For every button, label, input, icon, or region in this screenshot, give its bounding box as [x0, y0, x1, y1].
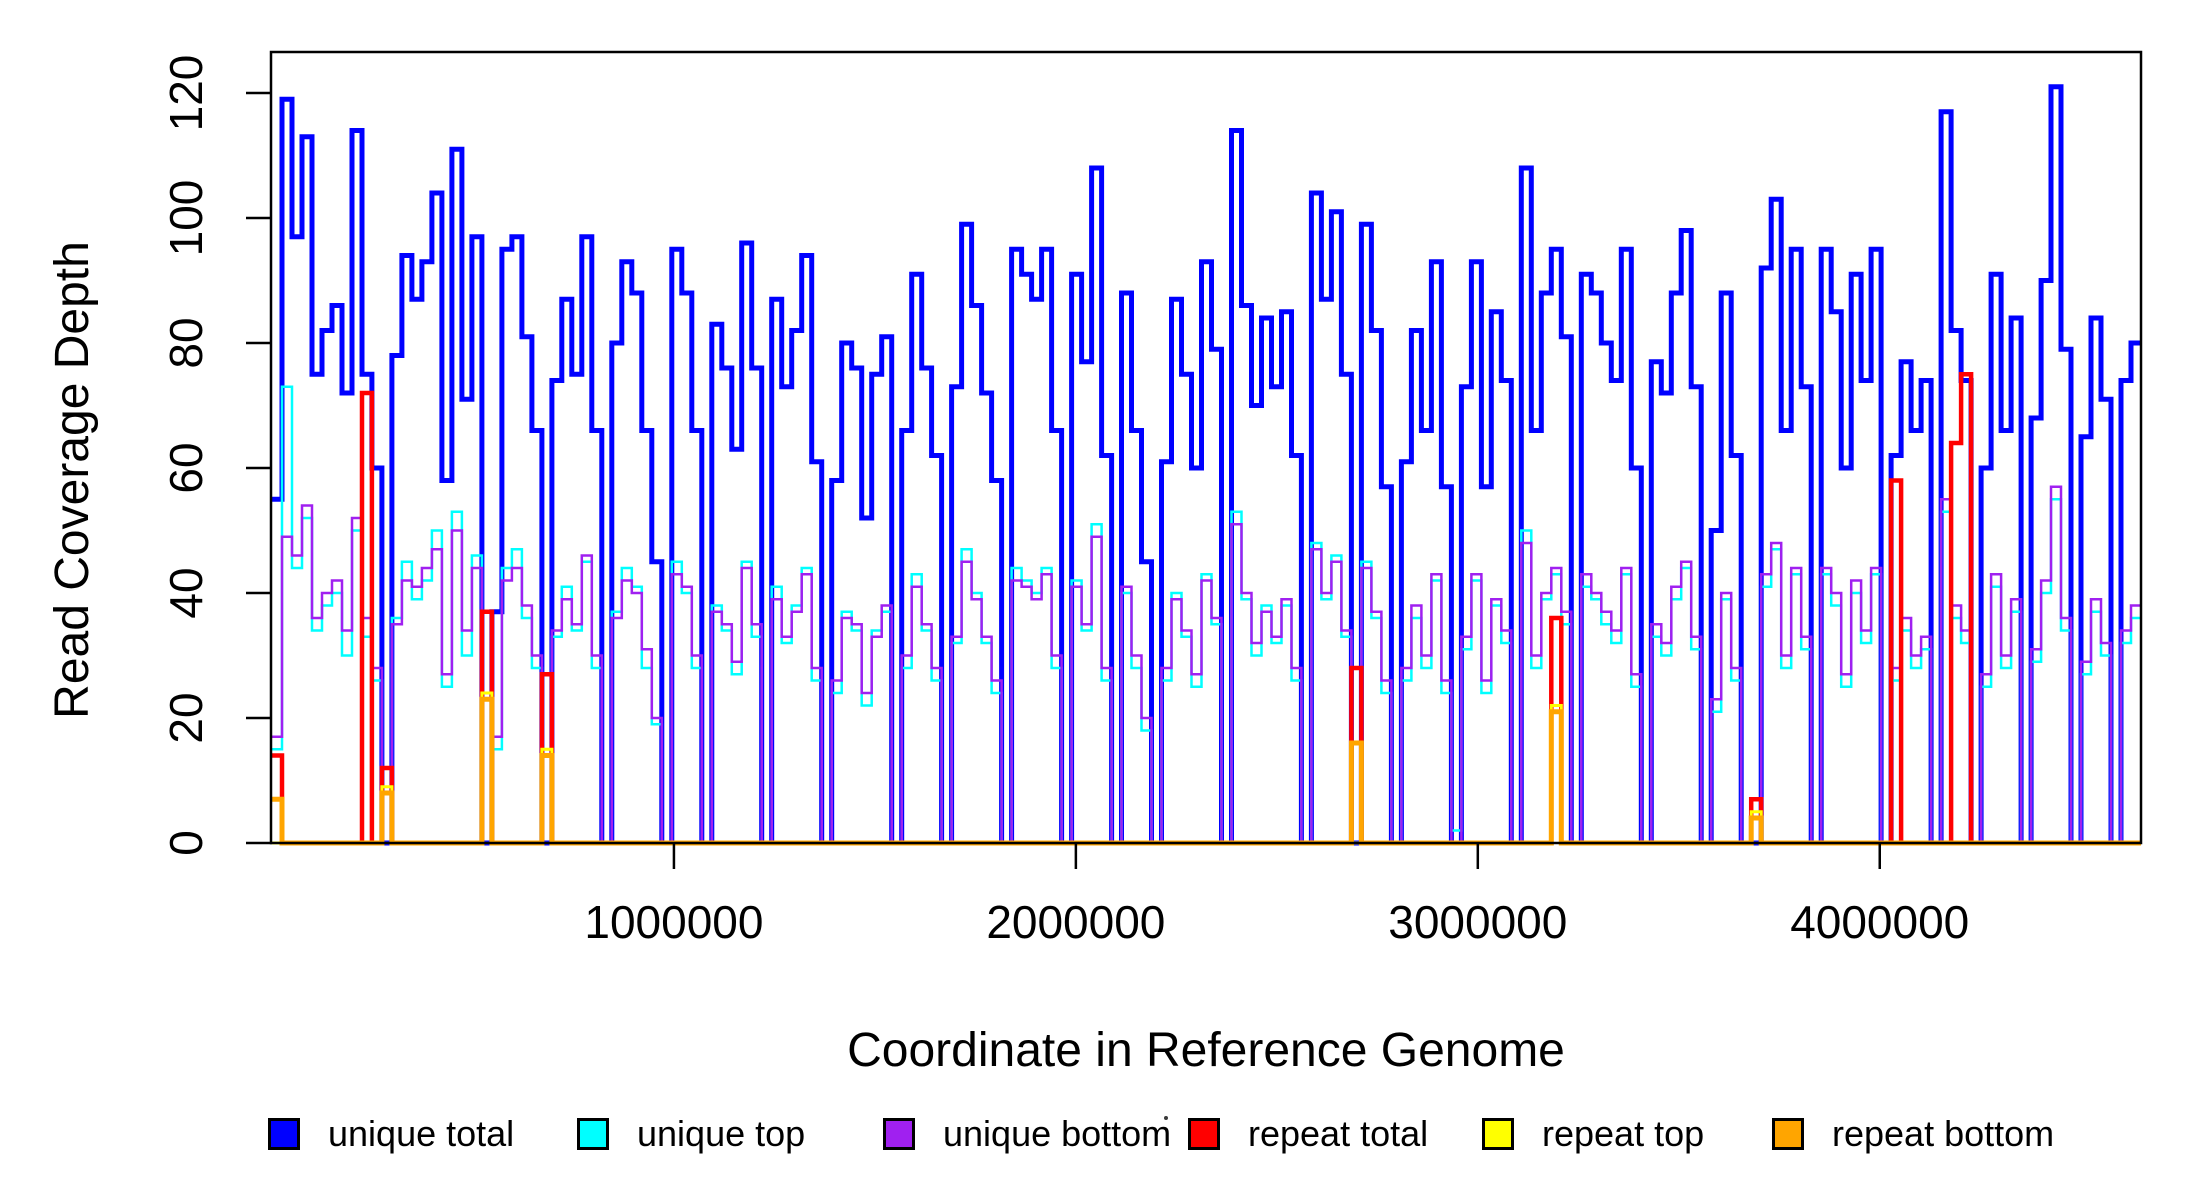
y-axis-ticks: 0 20 40 60 80 100 120 [160, 55, 272, 856]
plot-box [269, 50, 2143, 845]
series-path-unique-total [272, 84, 2141, 846]
x-axis-title: Coordinate in Reference Genome [847, 1024, 1565, 1077]
x-tick-label: 1000000 [584, 896, 763, 948]
series-group [272, 84, 2141, 846]
x-tick-label: 2000000 [986, 896, 1165, 948]
y-axis-title: Read Coverage Depth [46, 241, 99, 719]
y-tick-label: 60 [160, 442, 212, 493]
y-tick-label: 0 [160, 830, 212, 856]
y-tick-label: 120 [160, 55, 212, 132]
y-tick-label: 20 [160, 692, 212, 743]
x-tick-label: 3000000 [1388, 896, 1567, 948]
series-path-unique-bottom [272, 485, 2141, 845]
y-tick-label: 80 [160, 317, 212, 368]
x-tick-label: 4000000 [1790, 896, 1969, 948]
y-tick-label: 100 [160, 180, 212, 257]
x-axis-ticks: 1000000 2000000 3000000 4000000 [584, 843, 1969, 948]
y-tick-label: 40 [160, 567, 212, 618]
